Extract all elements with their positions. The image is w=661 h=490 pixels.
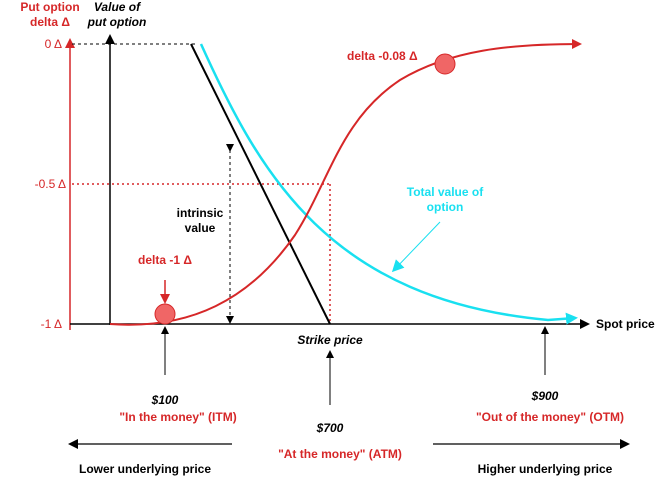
intrinsic-label-1: intrinsic (177, 206, 224, 220)
strike-price-label: Strike price (297, 333, 363, 347)
delta-low-marker (154, 303, 176, 325)
atm-label: "At the money" (ATM) (278, 447, 402, 461)
higher-price-label: Higher underlying price (478, 462, 613, 476)
total-value-label-1: Total value of (407, 185, 484, 199)
value-axis-title-1: Value of (94, 0, 141, 14)
total-value-curve (199, 43, 578, 325)
otm-label: "Out of the money" (OTM) (476, 410, 624, 424)
itm-price-value: $100 (151, 393, 179, 407)
atm-price-value: $700 (316, 421, 344, 435)
delta-axis-title-1: Put option (20, 0, 79, 14)
total-value-pointer (391, 221, 441, 273)
delta-high-label: delta -0.08 Δ (347, 49, 418, 63)
delta-low-label: delta -1 Δ (138, 253, 192, 267)
delta-axis-title-2: delta Δ (30, 15, 70, 29)
y-tick-1: -1 Δ (41, 317, 62, 331)
value-axis-title-2: put option (87, 15, 147, 29)
otm-price-value: $900 (531, 389, 559, 403)
intrinsic-label-2: value (185, 221, 216, 235)
spot-price-label: Spot price (596, 317, 655, 331)
total-value-label-2: option (427, 200, 464, 214)
itm-label: "In the money" (ITM) (119, 410, 236, 424)
delta-high-marker (434, 53, 456, 75)
delta-curve (109, 39, 582, 326)
y-tick-half: -0.5 Δ (35, 177, 66, 191)
y-tick-0: 0 Δ (45, 37, 62, 51)
intrinsic-value-line (190, 43, 331, 325)
lower-price-label: Lower underlying price (79, 462, 211, 476)
